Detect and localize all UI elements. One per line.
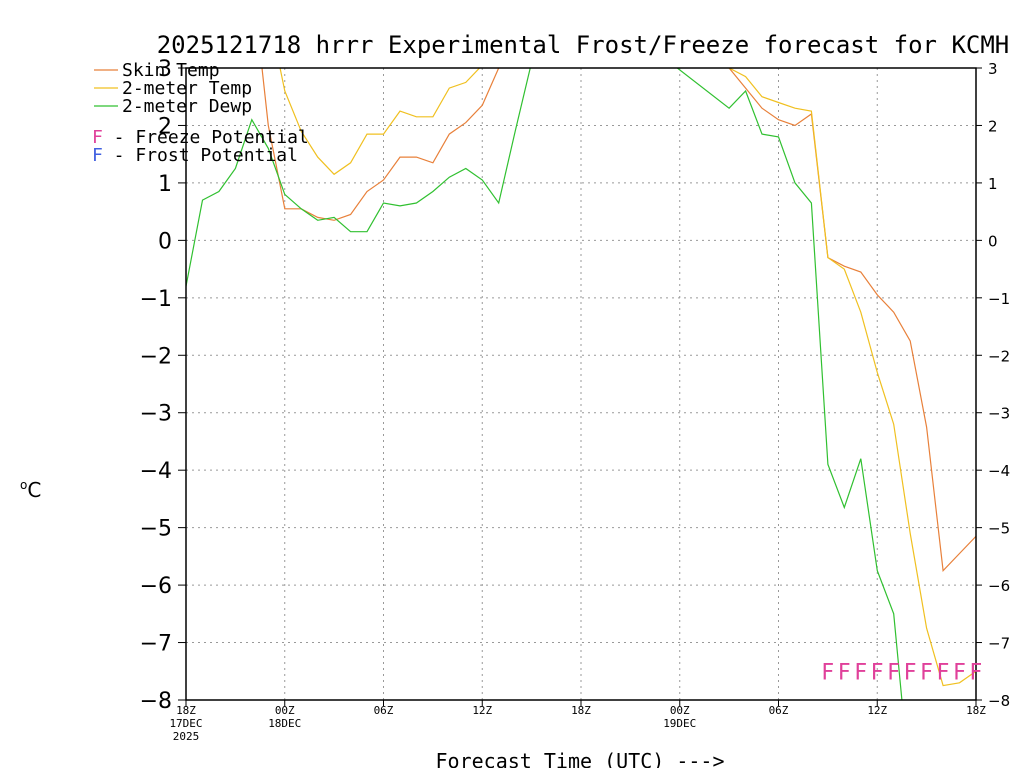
x-tick-label: 18Z [966, 704, 986, 717]
freeze-flag-marker: F [854, 660, 867, 685]
y-tick-label-right: −2 [988, 347, 1010, 365]
legend-flag-text: - Frost Potential [103, 145, 298, 166]
x-tick-label: 17DEC [169, 717, 202, 730]
legend-flag-letter: F [92, 127, 103, 148]
y-tick-label-left: 1 [158, 172, 172, 197]
legend-flag-entry: F - Freeze Potential [92, 127, 309, 148]
freeze-flag-marker: F [838, 660, 851, 685]
legend-label: 2-meter Dewp [122, 96, 252, 117]
y-tick-label-right: −7 [988, 635, 1010, 653]
legend-label: 2-meter Temp [122, 78, 252, 99]
series-line-2-meter-temp [279, 68, 976, 687]
y-tick-label-left: −7 [140, 632, 172, 657]
y-axis-label: oC [20, 478, 41, 502]
y-tick-label-right: −4 [988, 462, 1010, 480]
y-tick-label-left: 0 [158, 229, 172, 254]
y-tick-label-left: −6 [140, 574, 172, 599]
freeze-flag-marker: F [937, 660, 950, 685]
legend-label: Skin Temp [122, 60, 220, 81]
x-tick-label: 19DEC [663, 717, 696, 730]
x-tick-label: 2025 [173, 730, 200, 743]
legend-flag-letter: F [92, 145, 103, 166]
y-tick-label-right: −5 [988, 520, 1010, 538]
freeze-flag-marker: F [822, 660, 835, 685]
y-tick-label-left: −2 [140, 344, 172, 369]
x-tick-label: 06Z [374, 704, 394, 717]
legend-flag-entry: F - Frost Potential [92, 145, 298, 166]
grid-lines [186, 68, 976, 700]
series-line-skin-temp [261, 68, 976, 573]
y-axis-label-unit: C [27, 478, 41, 502]
y-tick-label-right: 0 [988, 232, 998, 250]
freeze-flag-marker: F [970, 660, 983, 685]
y-tick-label-right: −8 [988, 692, 1010, 710]
plot-frame [185, 67, 977, 701]
x-tick-label: 06Z [769, 704, 789, 717]
freeze-flag-marker: F [904, 660, 917, 685]
chart-title: 2025121718 hrrr Experimental Frost/Freez… [157, 31, 1010, 59]
x-tick-label: 18DEC [268, 717, 301, 730]
x-tick-label: 00Z [275, 704, 295, 717]
x-tick-label: 12Z [472, 704, 492, 717]
x-tick-label: 12Z [867, 704, 887, 717]
y-tick-label-left: 3 [158, 57, 172, 82]
y-tick-label-left: −5 [140, 517, 172, 542]
x-tick-label: 18Z [176, 704, 196, 717]
y-tick-label-right: 3 [988, 60, 998, 78]
x-tick-label: 00Z [670, 704, 690, 717]
y-axis-label-degree: o [20, 478, 27, 492]
y-tick-label-right: −6 [988, 577, 1010, 595]
series-line-2-meter-dewp [186, 68, 903, 700]
y-tick-label-left: −1 [140, 287, 172, 312]
x-axis-label: Forecast Time (UTC) ---> [436, 749, 725, 768]
freeze-flag-marker: F [920, 660, 933, 685]
y-tick-label-left: 2 [158, 114, 172, 139]
y-tick-label-left: −3 [140, 402, 172, 427]
y-tick-label-left: −8 [140, 689, 172, 714]
legend-flag-text: - Freeze Potential [103, 127, 309, 148]
y-tick-label-right: −1 [988, 290, 1010, 308]
y-tick-label-left: −4 [140, 459, 172, 484]
freeze-flag-marker: F [887, 660, 900, 685]
y-tick-label-right: 1 [988, 175, 998, 193]
y-tick-label-right: −3 [988, 405, 1010, 423]
y-tick-label-right: 2 [988, 117, 998, 135]
freeze-flag-marker: F [953, 660, 966, 685]
freeze-flag-marker: F [871, 660, 884, 685]
x-tick-label: 18Z [571, 704, 591, 717]
